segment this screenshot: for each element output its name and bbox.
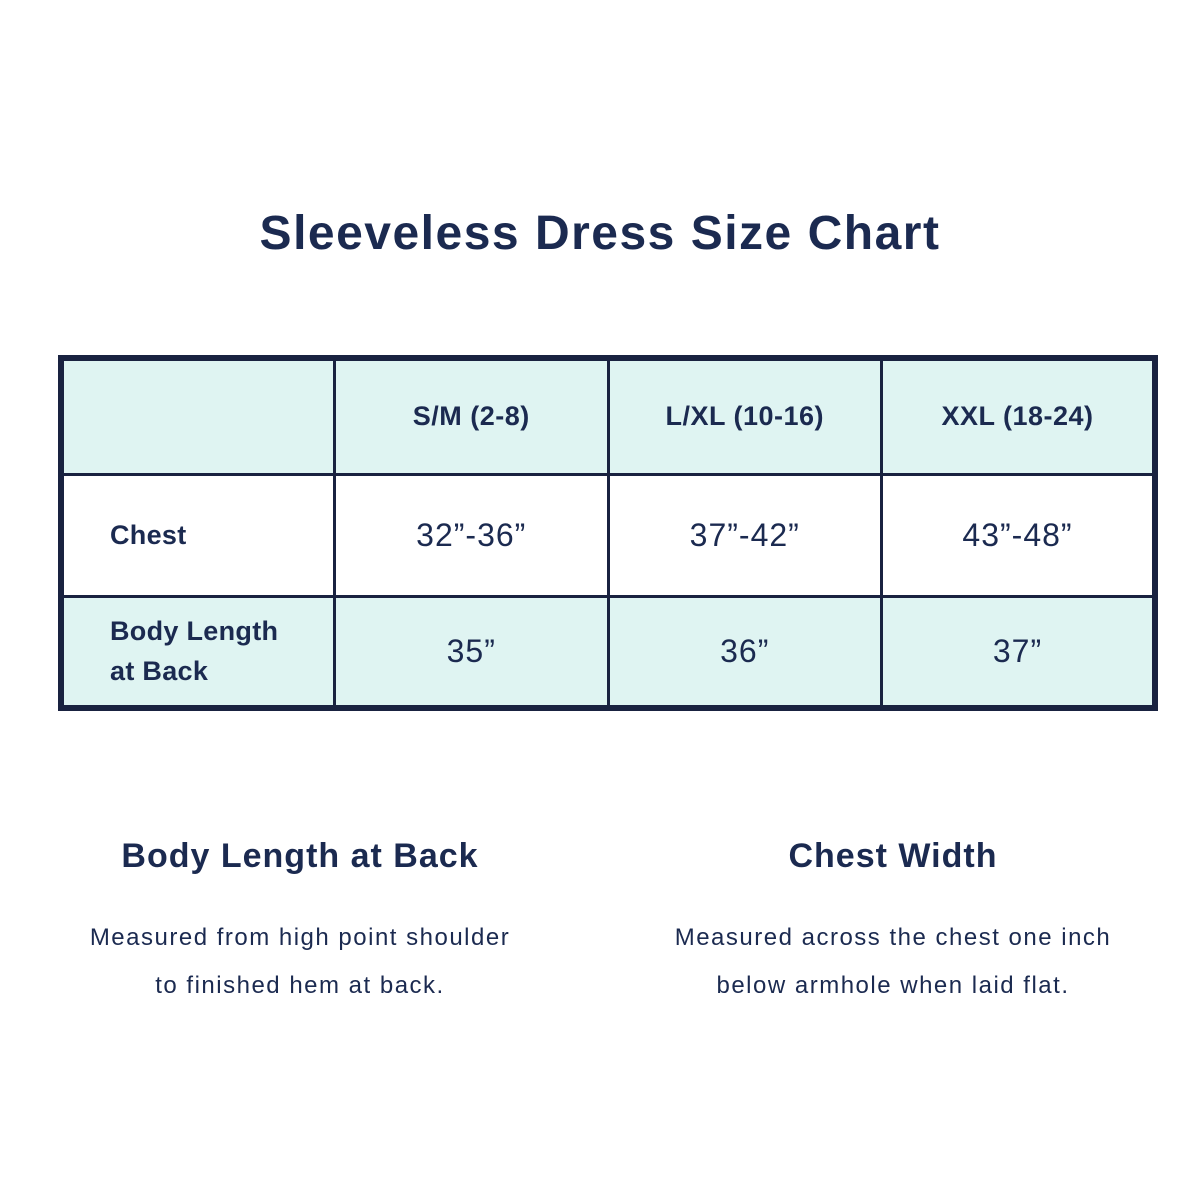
table-header-row: S/M (2-8) L/XL (10-16) XXL (18-24) (59, 356, 1157, 476)
chest-value-lxl: 37”-42” (606, 472, 883, 598)
note-body-length: Body Length at Back Measured from high p… (0, 836, 600, 1010)
note-chest-width: Chest Width Measured across the chest on… (593, 836, 1193, 1010)
header-cell-xxl: XXL (18-24) (880, 356, 1157, 476)
header-cell-sm: S/M (2-8) (333, 356, 610, 476)
chest-value-xxl: 43”-48” (880, 472, 1157, 598)
page-title: Sleeveless Dress Size Chart (259, 207, 941, 260)
size-chart-table: S/M (2-8) L/XL (10-16) XXL (18-24) Chest… (58, 355, 1158, 711)
body-length-value-xxl: 37” (880, 594, 1157, 710)
body-length-value-sm: 35” (333, 594, 610, 710)
note-chest-width-line2: below armhole when laid flat. (716, 972, 1070, 999)
note-body-length-heading: Body Length at Back (121, 837, 479, 875)
row-label-body-length-text: Body Length at Back (110, 616, 279, 687)
row-label-chest: Chest (59, 472, 336, 598)
row-label-chest-text: Chest (110, 520, 187, 550)
table-row-body-length: Body Length at Back 35” 36” 37” (59, 594, 1157, 710)
header-cell-lxl: L/XL (10-16) (606, 356, 883, 476)
note-chest-width-line1: Measured across the chest one inch (674, 924, 1112, 951)
note-chest-width-heading: Chest Width (788, 837, 998, 875)
row-label-body-length: Body Length at Back (59, 594, 336, 710)
note-body-length-line1: Measured from high point shoulder (89, 924, 511, 951)
note-body-length-line2: to finished hem at back. (155, 972, 445, 999)
body-length-value-lxl: 36” (606, 594, 883, 710)
chest-value-sm: 32”-36” (333, 472, 610, 598)
table-row-chest: Chest 32”-36” 37”-42” 43”-48” (59, 472, 1157, 598)
header-cell-empty (59, 356, 336, 476)
